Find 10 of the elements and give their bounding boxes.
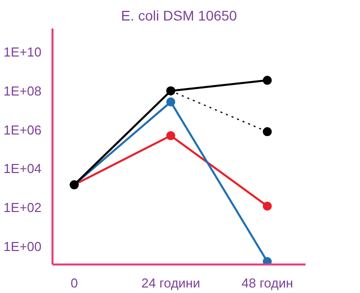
x-tick-label: 48 годин: [242, 276, 294, 290]
x-tick-label: 24 години: [141, 276, 200, 290]
chart-title: E. coli DSM 10650: [121, 8, 238, 24]
y-tick-label: 1E+10: [4, 44, 42, 60]
y-tick-label: 1E+00: [4, 239, 42, 254]
y-tick-label: 1E+02: [4, 200, 42, 216]
y-tick-label: 1E+06: [4, 122, 42, 138]
x-tick-label: 0: [70, 276, 78, 290]
y-tick-label: 1E+08: [4, 83, 42, 98]
y-tick-label: 1E+04: [4, 161, 42, 176]
